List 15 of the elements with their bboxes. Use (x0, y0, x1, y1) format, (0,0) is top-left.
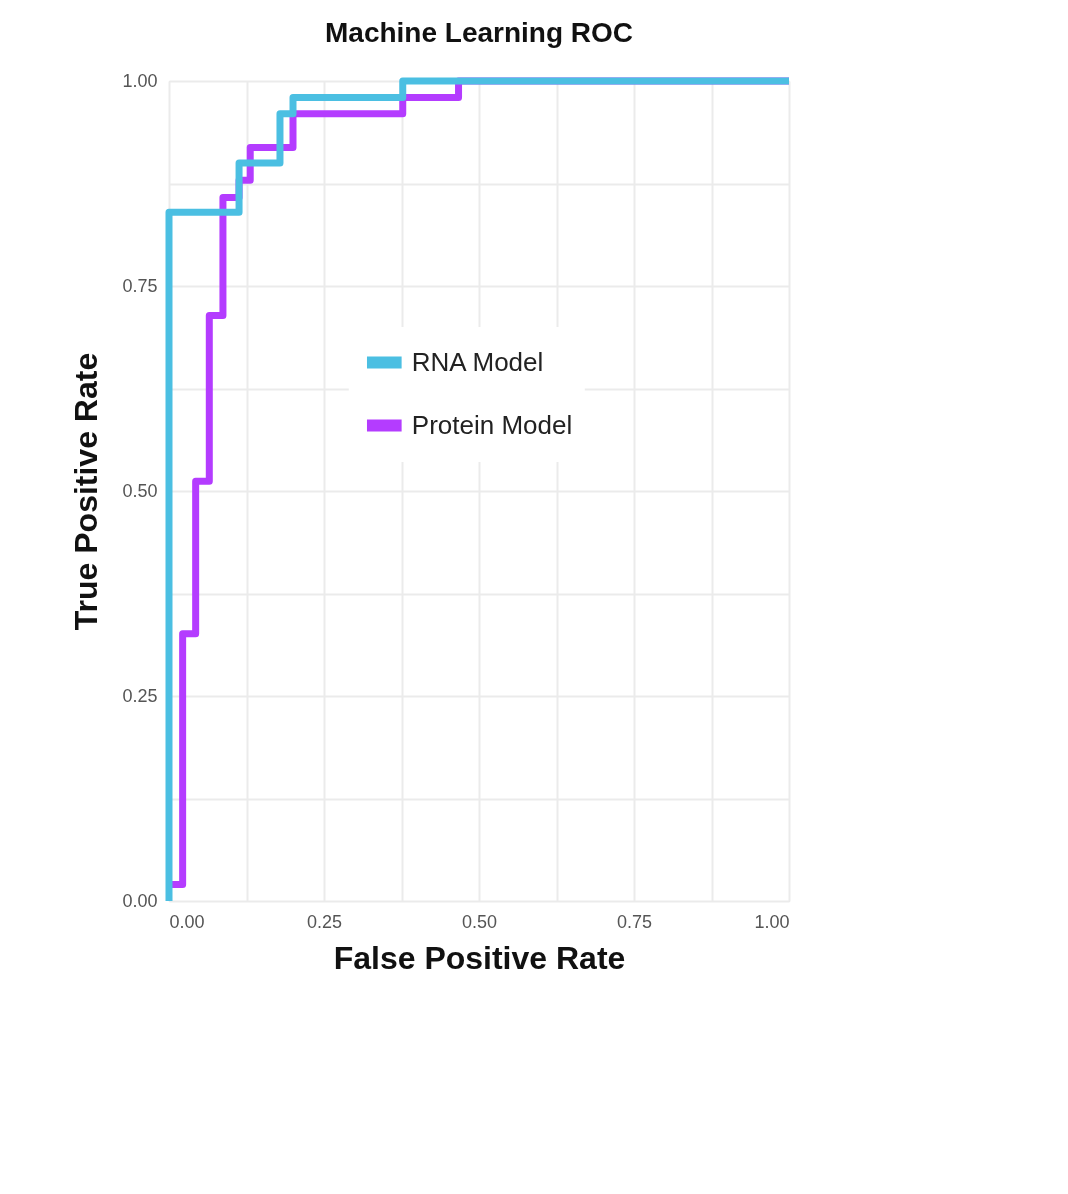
x-tick-label: 1.00 (754, 911, 790, 932)
y-tick-label: 0.50 (122, 480, 158, 501)
y-tick-label: 0.75 (122, 275, 158, 296)
x-tick-label: 0.25 (306, 911, 343, 932)
x-tick-label: 0.75 (616, 911, 653, 932)
y-axis-title: True Positive Rate (68, 352, 105, 631)
y-tick-label: 1.00 (122, 70, 158, 91)
x-tick-label: 0.00 (169, 911, 205, 932)
y-tick-label: 0.25 (122, 685, 158, 706)
y-tick-label: 0.00 (122, 890, 158, 911)
chart-title: Machine Learning ROC (324, 17, 634, 48)
legend-label: RNA Model (411, 346, 544, 377)
legend-label: Protein Model (411, 409, 573, 440)
x-axis-title: False Positive Rate (333, 939, 626, 976)
x-tick-label: 0.50 (461, 911, 498, 932)
